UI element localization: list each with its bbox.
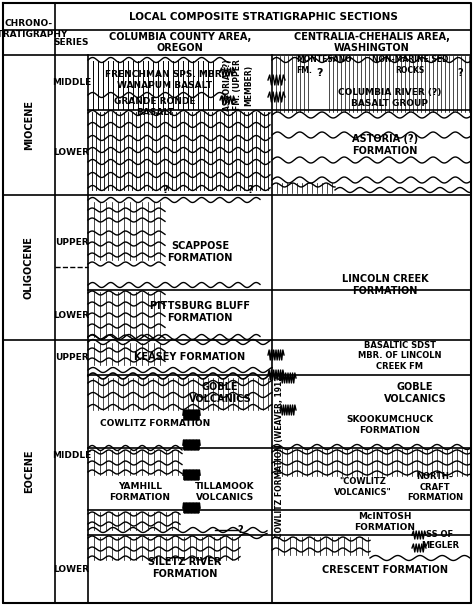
Text: ?: ? <box>457 68 463 78</box>
Text: MIOCENE: MIOCENE <box>24 100 34 150</box>
Text: SERIES: SERIES <box>54 38 89 47</box>
Text: ?: ? <box>317 68 323 78</box>
Text: MIDDLE: MIDDLE <box>52 78 91 87</box>
Text: PITTSBURG BLUFF
FORMATION: PITTSBURG BLUFF FORMATION <box>150 301 250 323</box>
Text: SKOOKUMCHUCK
FORMATION: SKOOKUMCHUCK FORMATION <box>346 415 434 435</box>
Text: LOWER: LOWER <box>54 148 90 157</box>
Text: CENTRALIA-CHEHALIS AREA,
WASHINGTON: CENTRALIA-CHEHALIS AREA, WASHINGTON <box>293 32 449 54</box>
Text: LOCAL COMPOSITE STRATIGRAPHIC SECTIONS: LOCAL COMPOSITE STRATIGRAPHIC SECTIONS <box>128 12 397 21</box>
Text: MONTESANO
FM.: MONTESANO FM. <box>296 55 352 75</box>
Text: NON-MARINE SED
ROCKS: NON-MARINE SED ROCKS <box>372 55 448 75</box>
Text: FRENCHMAN SPS. MBR.
WANAPUM BASALT: FRENCHMAN SPS. MBR. WANAPUM BASALT <box>105 71 225 90</box>
Text: NORTH-
CRAFT
FORMATION: NORTH- CRAFT FORMATION <box>407 472 463 502</box>
Text: YAMHILL
FORMATION: YAMHILL FORMATION <box>109 482 171 502</box>
Text: "COWLITZ
VOLCANICS": "COWLITZ VOLCANICS" <box>334 477 392 497</box>
Text: ?: ? <box>247 185 253 195</box>
Text: UPPER: UPPER <box>55 353 88 362</box>
Text: COLUMBIA COUNTY AREA,
OREGON: COLUMBIA COUNTY AREA, OREGON <box>109 32 251 54</box>
Text: GOBLE
VOLCANICS: GOBLE VOLCANICS <box>189 382 251 404</box>
Text: TILLAMOOK
VOLCANICS: TILLAMOOK VOLCANICS <box>195 482 255 502</box>
Text: ASTORIA (?)
FM. (UPPER
MEMBER): ASTORIA (?) FM. (UPPER MEMBER) <box>223 59 253 111</box>
Text: McINTOSH
FORMATION: McINTOSH FORMATION <box>355 513 416 532</box>
Text: COWLITZ FORMATION: COWLITZ FORMATION <box>100 420 210 429</box>
Text: BASALTIC SDST
MBR. OF LINCOLN
CREEK FM: BASALTIC SDST MBR. OF LINCOLN CREEK FM <box>358 341 442 371</box>
Text: COLUMBIA RIVER (?)
BASALT GROUP: COLUMBIA RIVER (?) BASALT GROUP <box>338 88 442 108</box>
Text: SS OF
MEGLER: SS OF MEGLER <box>421 530 459 550</box>
Text: EOCENE: EOCENE <box>24 450 34 493</box>
Text: ?: ? <box>237 525 243 535</box>
Text: COWLITZ FORMATION (WEAVER, 1912): COWLITZ FORMATION (WEAVER, 1912) <box>275 372 284 538</box>
Text: LINCOLN CREEK
FORMATION: LINCOLN CREEK FORMATION <box>342 274 428 296</box>
Text: SCAPPOSE
FORMATION: SCAPPOSE FORMATION <box>167 241 233 263</box>
Text: CHRONO-
STRATIGRAPHY: CHRONO- STRATIGRAPHY <box>0 19 68 39</box>
Text: ?: ? <box>162 185 168 195</box>
Text: GOBLE
VOLCANICS: GOBLE VOLCANICS <box>383 382 447 404</box>
Text: LOWER: LOWER <box>54 311 90 319</box>
Text: UPPER: UPPER <box>55 238 88 247</box>
Text: LOWER: LOWER <box>54 564 90 573</box>
Text: SILETZ RIVER
FORMATION: SILETZ RIVER FORMATION <box>148 557 222 579</box>
Text: ASTORIA (?)
FORMATION: ASTORIA (?) FORMATION <box>352 134 418 156</box>
Text: KEASEY FORMATION: KEASEY FORMATION <box>135 352 246 362</box>
Text: CRESCENT FORMATION: CRESCENT FORMATION <box>322 565 448 575</box>
Text: OLIGOCENE: OLIGOCENE <box>24 236 34 299</box>
Text: MIDDLE: MIDDLE <box>52 451 91 460</box>
Text: GRANDE RONDE
BASALT: GRANDE RONDE BASALT <box>114 97 196 117</box>
